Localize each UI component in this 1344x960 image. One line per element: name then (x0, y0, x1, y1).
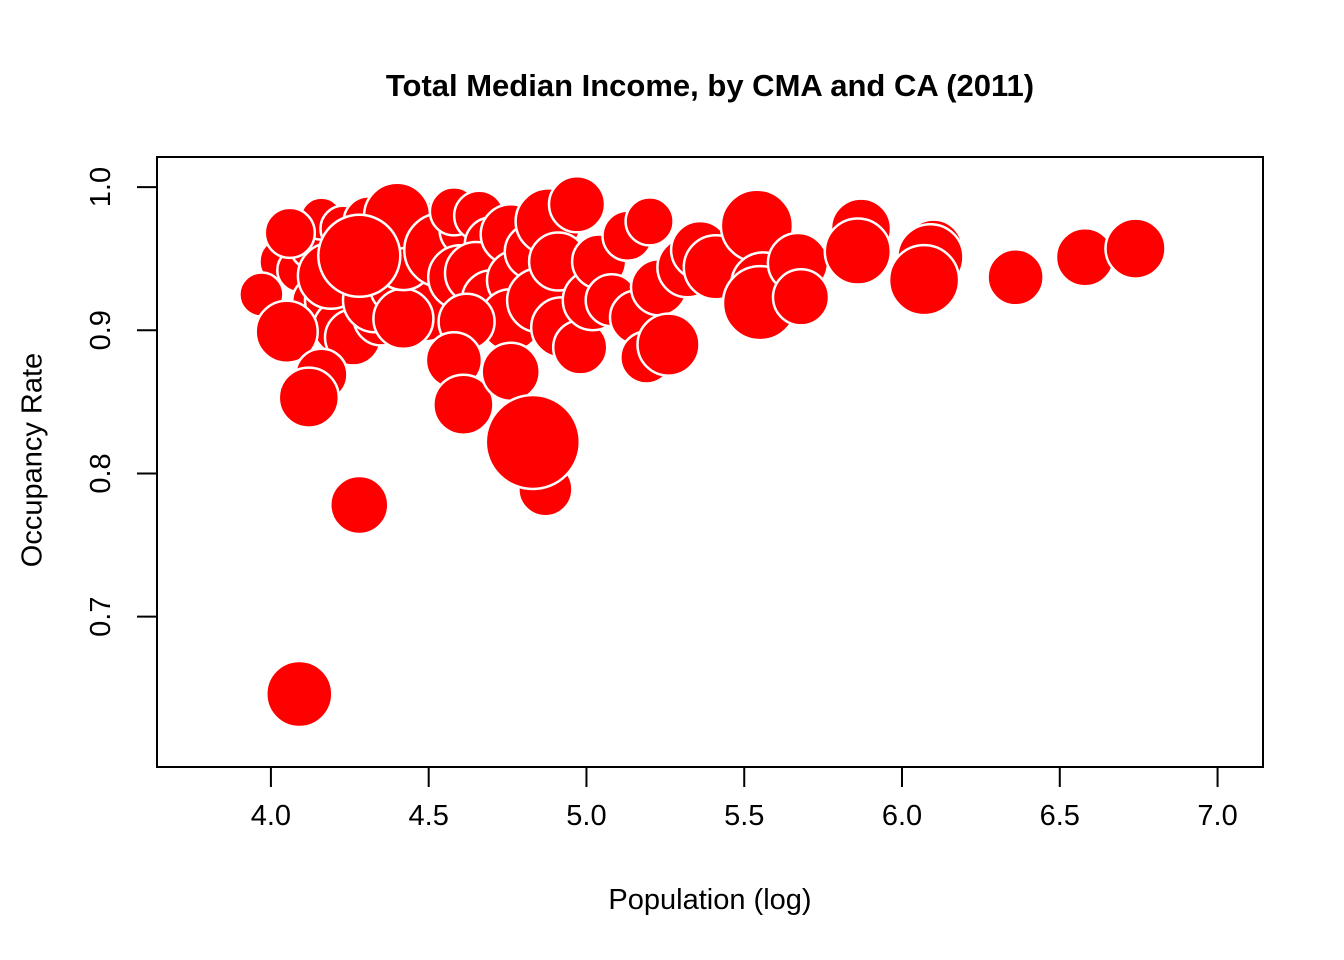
bubble (771, 268, 831, 327)
x-axis-label: Population (log) (608, 884, 812, 916)
x-tick-label: 5.0 (566, 800, 606, 832)
y-axis-label: Occupancy Rate (16, 352, 49, 568)
bubble (265, 659, 334, 729)
y-tick-label: 1.0 (85, 167, 117, 207)
bubble (277, 366, 341, 429)
bubble (823, 217, 893, 286)
y-tick-label: 0.7 (85, 596, 117, 636)
x-tick-label: 6.0 (882, 800, 922, 832)
bubble (636, 312, 701, 377)
bubble (1104, 217, 1167, 280)
bubble (480, 341, 541, 403)
bubble (263, 206, 317, 260)
bubble (329, 474, 390, 536)
bubble (372, 287, 435, 351)
y-tick-label: 0.8 (85, 453, 117, 493)
x-tick-label: 4.5 (409, 800, 449, 832)
x-tick-label: 6.5 (1040, 800, 1080, 832)
plot-border (156, 156, 1264, 768)
bubble (986, 248, 1045, 307)
chart-title: Total Median Income, by CMA and CA (2011… (385, 68, 1035, 103)
bubble (254, 299, 319, 364)
bubble (547, 175, 607, 234)
bubble (1054, 226, 1116, 288)
bubble (484, 393, 582, 491)
x-tick-label: 4.0 (251, 800, 291, 832)
x-tick-label: 5.5 (724, 800, 764, 832)
bubble (887, 243, 961, 317)
x-tick-label: 7.0 (1197, 800, 1237, 832)
y-tick-label: 0.9 (85, 310, 117, 350)
bubble (317, 213, 402, 299)
bubble (624, 196, 675, 247)
bubble (432, 373, 495, 436)
